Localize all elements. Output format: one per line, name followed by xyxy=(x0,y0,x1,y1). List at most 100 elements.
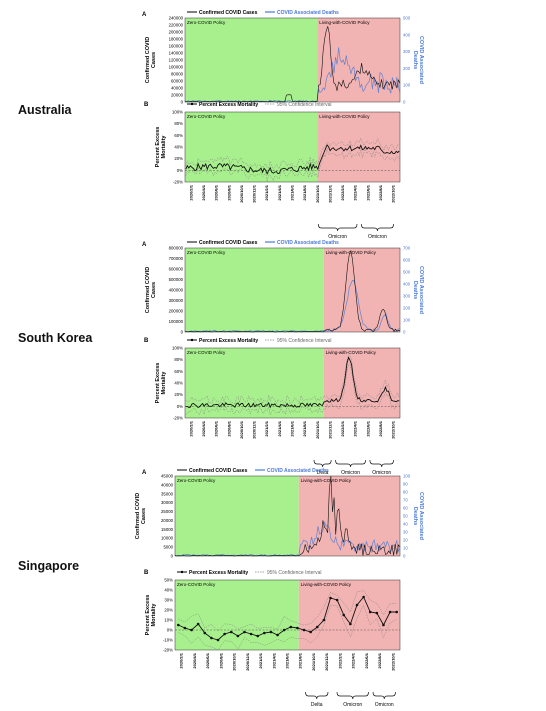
legend-label-mortality: Percent Excess Mortality xyxy=(199,102,258,108)
x-tick-label: 2020/8/1 xyxy=(218,652,223,668)
y-tick: 0% xyxy=(177,168,183,173)
y-tick-left: 200000 xyxy=(169,309,184,314)
y-tick-right: 300 xyxy=(403,294,411,299)
x-tick-label: 2022/2/1 xyxy=(340,420,345,436)
mortality-series-line xyxy=(178,596,397,641)
legend-marker-mortality xyxy=(180,570,184,574)
variant-bracket xyxy=(336,691,369,700)
y-tick-right: 500 xyxy=(403,16,411,21)
x-tick-label: 2022/4/1 xyxy=(351,652,356,668)
y-axis-label: Percent ExcessMortality xyxy=(155,363,167,404)
mortality-point xyxy=(395,610,398,614)
x-tick-label: 2020/6/1 xyxy=(205,652,210,668)
y-tick: 0% xyxy=(167,628,173,633)
zero-covid-label: Zero-COVID Policy xyxy=(187,250,226,255)
y-tick-left: 60000 xyxy=(171,79,184,84)
mortality-point xyxy=(223,632,226,636)
y-axis-label-line: Mortality xyxy=(151,603,157,627)
cases-series-line xyxy=(184,25,401,103)
y-tick-right: 0 xyxy=(403,330,406,335)
variant-label: Omicron xyxy=(328,234,347,240)
mortality-point xyxy=(289,625,293,629)
y-tick-left: 25000 xyxy=(161,509,174,514)
x-tick-label: 2020/2/1 xyxy=(179,652,184,668)
variant-label: Omicron xyxy=(372,470,391,476)
y-axis-label-line: COVID Associated xyxy=(418,266,424,314)
mortality-point xyxy=(349,622,352,626)
y-tick-right: 100 xyxy=(403,83,411,88)
y-tick-right: 100 xyxy=(403,318,411,323)
legend-label-deaths: COVID Associated Deaths xyxy=(277,10,339,16)
y-axis-label-line: Confirmed COVID xyxy=(135,493,141,539)
cases-series-line xyxy=(184,249,401,333)
y-tick-left: 40000 xyxy=(161,482,174,487)
legend-label-ci: 95% Confidence Interval xyxy=(267,570,321,576)
y-axis-label-right: COVID AssociatedDeaths xyxy=(412,36,424,84)
mortality-point xyxy=(322,618,326,622)
y-tick: 60% xyxy=(174,133,183,138)
cases-series-line xyxy=(174,475,401,557)
x-tick-label: 2022/2/1 xyxy=(337,652,342,668)
panel-letter: A xyxy=(142,12,147,18)
y-tick: 80% xyxy=(174,357,183,362)
y-tick-right: 80 xyxy=(403,490,408,495)
x-tick-label: 2020/4/1 xyxy=(201,420,206,436)
y-tick: 20% xyxy=(174,392,183,397)
mortality-point xyxy=(216,638,220,642)
y-tick: 80% xyxy=(174,121,183,126)
x-tick-label: 2021/6/1 xyxy=(290,420,295,436)
x-tick-label: 2020/12/1 xyxy=(245,652,250,671)
x-tick-label: 2020/2/1 xyxy=(188,184,193,200)
x-tick-label: 2021/10/1 xyxy=(315,184,320,203)
x-tick-label: 2020/8/1 xyxy=(226,420,231,436)
x-tick-label: 2021/6/1 xyxy=(285,652,290,668)
x-tick-label: 2021/8/1 xyxy=(302,184,307,200)
living-covid-label: Living-with-COVID Policy xyxy=(301,582,352,587)
y-axis-label-line: Mortality xyxy=(161,371,167,395)
y-tick-left: 0 xyxy=(181,330,184,335)
mortality-point xyxy=(203,631,207,635)
zero-covid-label: Zero-COVID Policy xyxy=(187,20,226,25)
y-tick: 50% xyxy=(164,578,173,583)
y-tick-left: 500000 xyxy=(169,277,184,282)
variant-label: Omicron xyxy=(341,470,360,476)
living-covid-region xyxy=(298,580,400,650)
y-tick-right: 100 xyxy=(403,474,411,479)
y-axis-label-line: Percent Excess xyxy=(155,127,161,168)
y-tick-left: 700000 xyxy=(169,256,184,261)
y-tick-left: 220000 xyxy=(169,23,184,28)
mortality-point xyxy=(256,634,260,638)
living-covid-label: Living-with-COVID Policy xyxy=(319,20,370,25)
mortality-point xyxy=(177,623,180,627)
y-axis-label-line: COVID Associated xyxy=(418,492,424,540)
y-tick-left: 400000 xyxy=(169,288,184,293)
ci-upper-line xyxy=(185,137,400,170)
y-tick-right: 400 xyxy=(403,32,411,37)
variant-bracket xyxy=(335,459,366,468)
y-tick-left: 300000 xyxy=(169,298,184,303)
mortality-point xyxy=(368,610,372,614)
mortality-point xyxy=(355,603,359,607)
y-tick-left: 100000 xyxy=(169,65,184,70)
y-tick-left: 140000 xyxy=(169,51,184,56)
y-axis-label-line: Cases xyxy=(141,508,147,524)
y-tick-left: 120000 xyxy=(169,58,184,63)
plot-frame xyxy=(184,347,401,419)
y-tick-right: 70 xyxy=(403,498,408,503)
x-tick-label: 2022/6/1 xyxy=(365,420,370,436)
panel-letter: B xyxy=(144,102,149,108)
variant-bracket xyxy=(317,223,358,232)
cases-chart-0: A Confirmed COVID Cases COVID Associated D… xyxy=(142,10,424,105)
x-tick-label: 2021/4/1 xyxy=(271,652,276,668)
x-tick-label: 2021/2/1 xyxy=(264,420,269,436)
y-tick: 10% xyxy=(164,618,173,623)
x-tick-label: 2022/10/1 xyxy=(391,420,396,439)
y-axis-label-line: Confirmed COVID xyxy=(145,267,151,313)
y-axis-label-line: Cases xyxy=(151,282,157,298)
mortality-point xyxy=(315,625,319,629)
y-tick-left: 80000 xyxy=(171,72,184,77)
zero-covid-label: Zero-COVID Policy xyxy=(177,478,216,483)
panel-letter: B xyxy=(144,570,149,576)
variant-bracket xyxy=(360,223,394,232)
x-tick-label: 2021/10/1 xyxy=(315,420,320,439)
